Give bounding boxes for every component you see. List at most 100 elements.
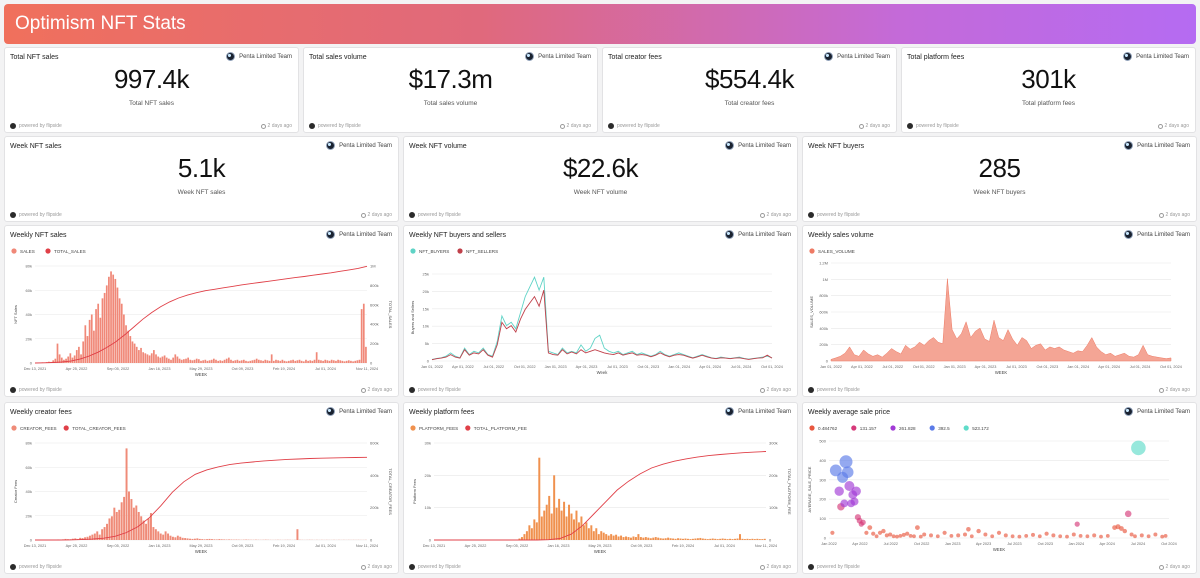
bar[interactable] [568,504,571,540]
bar[interactable] [195,358,198,363]
owner-link[interactable]: Penta Limited Team [525,52,591,61]
scatter-point[interactable] [912,534,916,539]
bar[interactable] [172,357,175,363]
bar[interactable] [362,303,365,363]
bar[interactable] [577,522,580,540]
bar[interactable] [128,491,130,541]
bar[interactable] [245,360,247,363]
bar[interactable] [657,537,660,540]
bar[interactable] [123,496,126,540]
scatter-point[interactable] [1074,521,1080,527]
bar[interactable] [597,534,600,540]
bar[interactable] [558,498,561,540]
scatter-point[interactable] [829,464,842,477]
bar[interactable] [191,360,194,363]
bar[interactable] [620,535,623,540]
bar[interactable] [689,539,692,540]
scatter-point[interactable] [1119,526,1124,531]
owner-link[interactable]: Penta Limited Team [1124,230,1190,239]
scatter-point[interactable] [929,533,933,538]
bar[interactable] [228,539,231,540]
bar[interactable] [634,537,637,540]
scatter-point[interactable] [949,534,954,538]
scatter-point[interactable] [881,528,886,534]
bar[interactable] [664,538,667,540]
scatter-point[interactable] [908,534,913,538]
bar[interactable] [187,357,190,363]
bar[interactable] [523,534,526,540]
bar[interactable] [622,537,625,540]
bar[interactable] [354,360,357,363]
bar[interactable] [236,359,239,363]
bar[interactable] [125,325,127,363]
bar[interactable] [162,534,165,540]
bar[interactable] [132,507,135,540]
scatter-point[interactable] [874,534,879,539]
bar[interactable] [317,359,320,363]
bar[interactable] [65,358,67,363]
bar[interactable] [234,360,237,363]
owner-link[interactable]: Penta Limited Team [725,230,791,239]
cumulative-line[interactable] [35,456,368,541]
bar[interactable] [652,537,655,540]
bar[interactable] [142,520,145,540]
powered-by-link[interactable]: powered by flipside [10,123,62,129]
bar[interactable] [253,359,256,363]
bar[interactable] [153,350,155,363]
legend-item[interactable]: 261.828 [890,425,916,431]
bar[interactable] [67,356,70,363]
scatter-point[interactable] [884,533,889,538]
bar[interactable] [60,357,63,363]
bar[interactable] [716,539,719,540]
scatter-point[interactable] [1092,533,1097,538]
bar[interactable] [302,361,305,363]
bar[interactable] [101,298,104,363]
bar[interactable] [176,535,179,540]
bar[interactable] [315,352,318,363]
bar[interactable] [170,359,172,363]
bar[interactable] [704,538,707,540]
bar[interactable] [736,538,739,540]
powered-by-link[interactable]: powered by flipside [808,387,860,393]
bar[interactable] [118,298,121,363]
powered-by-link[interactable]: powered by flipside [409,387,461,393]
bar[interactable] [332,360,335,363]
bar[interactable] [352,361,354,363]
bar[interactable] [350,360,352,363]
legend-item[interactable]: TOTAL_SALES [45,248,86,254]
bar[interactable] [255,358,258,363]
bar[interactable] [763,538,766,540]
bar[interactable] [605,534,608,540]
bar[interactable] [103,527,106,540]
bar[interactable] [343,361,346,363]
scatter-point[interactable] [922,532,927,537]
powered-by-link[interactable]: powered by flipside [409,564,461,570]
scatter-point[interactable] [1133,534,1137,539]
scatter-point[interactable] [901,532,906,537]
bar[interactable] [761,539,764,540]
bar[interactable] [326,360,329,363]
bar[interactable] [277,360,279,363]
bar[interactable] [169,535,172,540]
owner-link[interactable]: Penta Limited Team [326,407,392,416]
bar[interactable] [294,360,297,363]
bar[interactable] [91,534,94,540]
bar[interactable] [365,346,367,363]
bar[interactable] [115,511,118,540]
bar[interactable] [565,516,568,540]
bar[interactable] [629,537,632,540]
bar[interactable] [719,538,722,540]
scatter-point[interactable] [935,534,940,539]
bar[interactable] [154,529,157,540]
bar[interactable] [155,354,157,363]
scatter-point[interactable] [839,455,853,469]
bar[interactable] [540,516,543,540]
bar[interactable] [112,274,115,363]
bar[interactable] [221,360,224,363]
bar[interactable] [113,507,116,540]
bar[interactable] [305,359,307,363]
scatter-point[interactable] [895,534,899,539]
bar[interactable] [721,538,724,540]
bar[interactable] [88,319,91,363]
bar[interactable] [726,539,729,540]
